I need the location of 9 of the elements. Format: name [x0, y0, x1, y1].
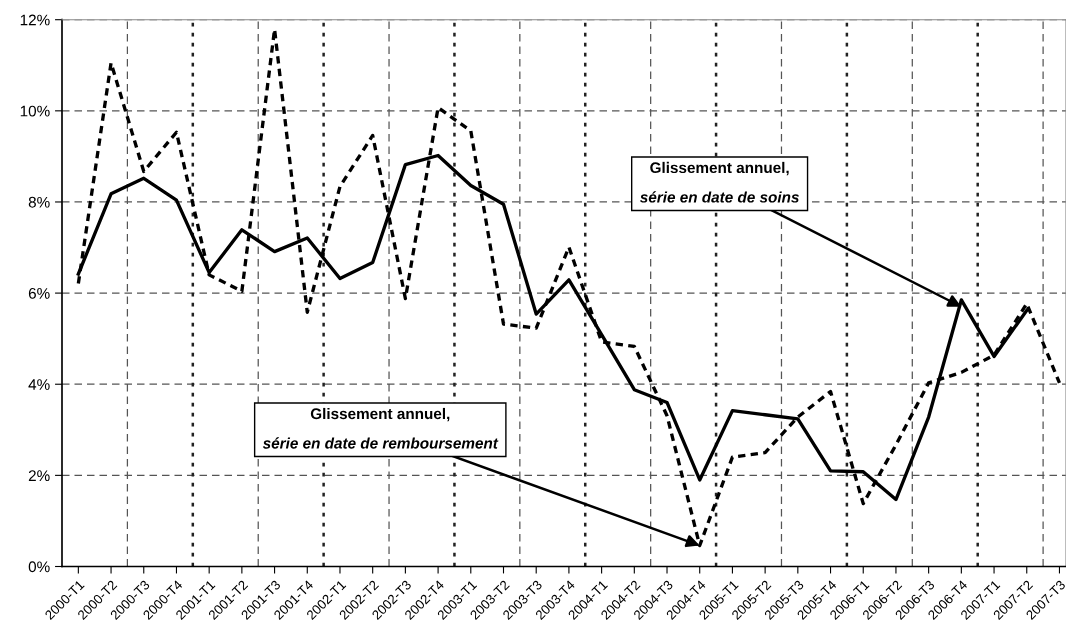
- y-tick-label: 8%: [28, 196, 50, 208]
- y-tick-label: 4%: [28, 379, 50, 390]
- y-tick-label: 0%: [28, 561, 50, 573]
- annotation: Glissement annuel, série en date de remboursement: [262, 407, 499, 449]
- y-tick-label: 2%: [28, 470, 50, 481]
- y-tick-label: 12%: [20, 14, 50, 26]
- annotation: Glissement annuel, série en date de soins: [639, 161, 799, 203]
- y-tick-label: 10%: [20, 105, 50, 117]
- y-tick-label: 6%: [28, 287, 50, 299]
